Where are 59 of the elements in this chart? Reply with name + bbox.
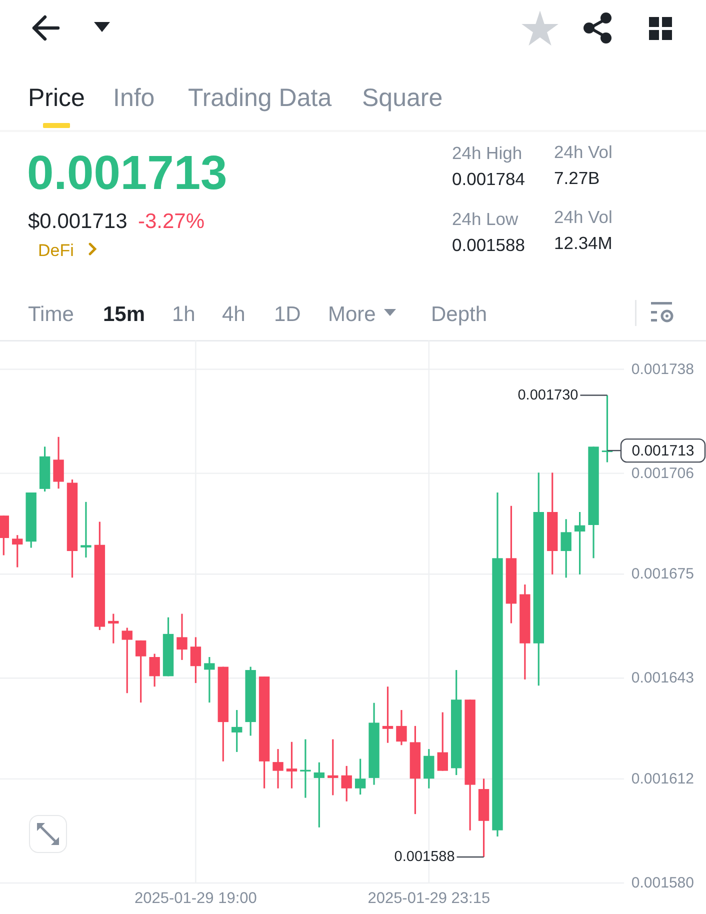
y-tick-label: 0.001706 [631, 464, 694, 482]
y-tick-label: 0.001643 [631, 670, 694, 687]
text: Square [362, 84, 443, 112]
text: 0.001784 [452, 169, 526, 189]
candlestick [560, 518, 572, 578]
candlestick [204, 656, 215, 704]
candlestick [314, 762, 325, 828]
text: 4h [222, 303, 246, 326]
y-tick-label: 0.001675 [631, 566, 694, 583]
text: Trading Data [188, 84, 332, 112]
candlestick [341, 765, 352, 802]
text: $0.001713 [28, 210, 128, 233]
text: 12.34M [554, 233, 612, 253]
candlestick [354, 758, 366, 796]
candlestick [272, 748, 284, 790]
text: DeFi [38, 241, 74, 260]
candlestick [424, 748, 434, 790]
text: 1D [274, 303, 301, 326]
text: 24h Low [452, 209, 519, 229]
candlestick [232, 709, 242, 753]
candlestick [190, 636, 202, 684]
text: 24h High [452, 143, 522, 163]
candlestick [149, 652, 160, 688]
text: Depth [431, 303, 488, 326]
text: Info [113, 84, 155, 112]
text: 0.001713 [27, 147, 228, 200]
candlestick [437, 711, 448, 772]
candlestick [328, 738, 338, 796]
y-tick-label: 0.001738 [631, 360, 694, 378]
y-tick-label: 0.001580 [631, 874, 694, 892]
text: 0.001588 [452, 235, 525, 255]
candlestick [574, 511, 586, 576]
x-tick-label: 2025-01-29 23:15 [368, 890, 490, 907]
candlestick [286, 741, 298, 790]
text: 7.27B [554, 168, 600, 188]
annotation: 0.001730 [518, 387, 578, 404]
candlestick [396, 709, 407, 746]
text: 1h [172, 303, 196, 326]
text: 24h Vol [554, 142, 612, 162]
candlestick [176, 612, 188, 661]
text: 24h Vol [554, 207, 612, 227]
text: 15m [103, 303, 146, 326]
candlestick [53, 436, 64, 490]
annotation: 0.001588 [394, 848, 455, 865]
ref-line-label: 0.001713 [632, 442, 694, 460]
candlestick [300, 738, 311, 799]
text: -3.27% [138, 210, 205, 233]
candlestick [382, 686, 394, 744]
text: More [328, 303, 376, 326]
y-tick-label: 0.001612 [631, 770, 694, 788]
candlestick [12, 534, 23, 568]
x-tick-label: 2025-01-29 19:00 [134, 890, 258, 907]
candlestick [135, 640, 146, 704]
candlestick [122, 626, 132, 694]
candlestick [0, 514, 10, 556]
text: Time [28, 303, 74, 326]
candlestick [108, 612, 119, 644]
text: Price [28, 84, 85, 112]
candlestick [80, 501, 92, 558]
